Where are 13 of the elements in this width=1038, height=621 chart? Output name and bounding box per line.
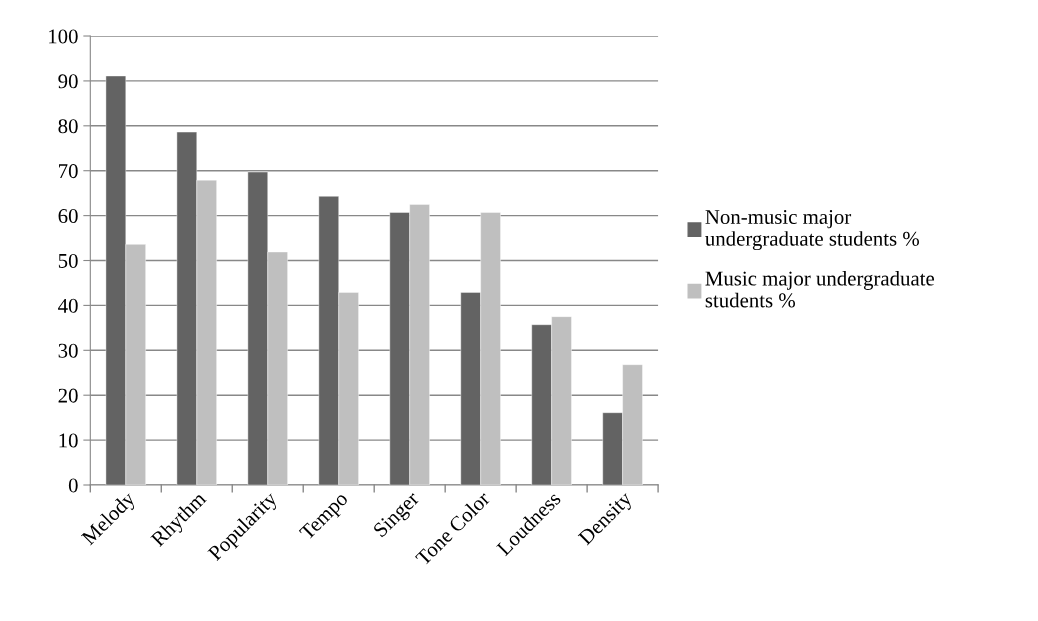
- y-tick-label: 90: [58, 74, 78, 89]
- y-tick-label: 70: [59, 164, 78, 179]
- y-tick-label: 80: [58, 119, 78, 134]
- legend-label: Music major undergraduate students %: [705, 270, 935, 308]
- y-tick-label: 10: [59, 433, 78, 448]
- legend-label: Non-music major undergraduate students %: [705, 210, 919, 251]
- y-tick-label: 0: [68, 478, 78, 493]
- y-tick-label: 60: [58, 208, 78, 224]
- y-tick-label: 20: [58, 388, 78, 403]
- y-tick-label: 100: [49, 29, 78, 44]
- y-tick-label: 40: [58, 298, 78, 313]
- y-tick-label: 30: [58, 343, 78, 358]
- y-tick-label: 50: [58, 253, 78, 268]
